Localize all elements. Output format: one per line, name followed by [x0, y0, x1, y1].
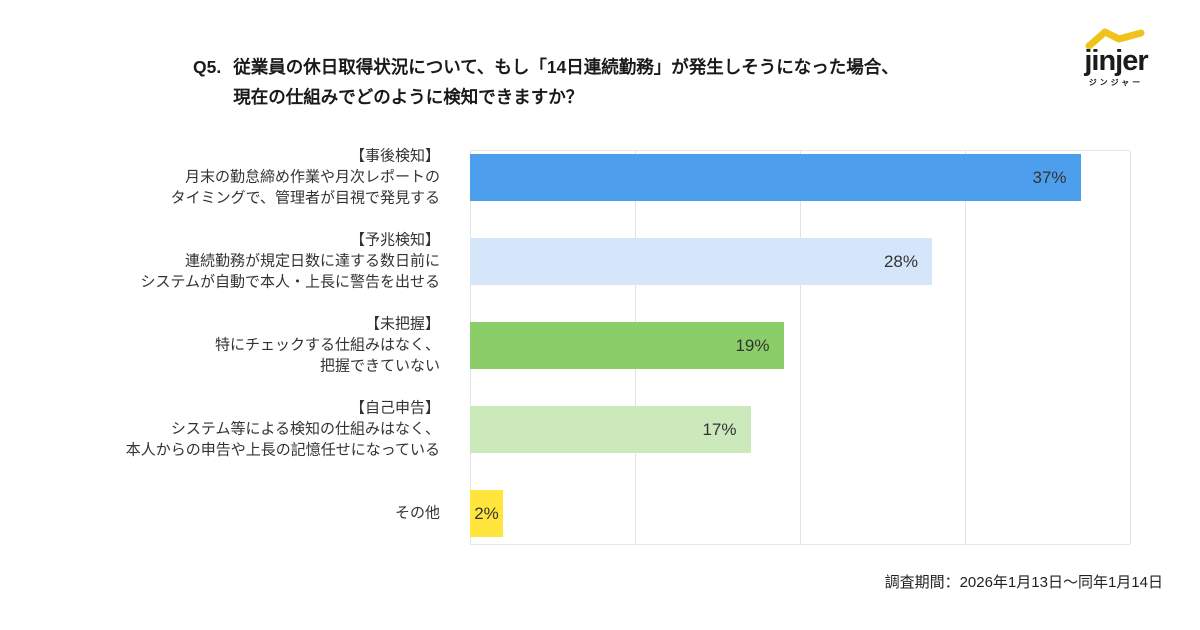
title-line-2: 現在の仕組みでどのように検知できますか？ [233, 87, 584, 107]
bar-value-label: 37% [1032, 167, 1067, 187]
question-number: Q5. [193, 57, 222, 77]
chart-title: Q5. 従業員の休日取得状況について、もし「14日連続勤務」が発生しそうになった… [193, 52, 899, 112]
category-label: 【未把握】特にチェックする仕組みはなく、把握できていない [0, 313, 440, 376]
category-label-line: 連続勤務が規定日数に達する数日前に [184, 252, 440, 269]
category-label-line: システムが自動で本人・上長に警告を出せる [140, 273, 440, 290]
category-label-line: タイミングで、管理者が目視で発見する [170, 189, 440, 206]
jinjer-logo: jinjer ジンジャー [1066, 28, 1166, 88]
bar-value-label: 28% [883, 251, 918, 271]
bar: 37% [470, 154, 1081, 201]
logo-subtext: ジンジャー [1088, 78, 1144, 87]
category-label-line: 【未把握】 [364, 315, 440, 332]
bar-value-label: 17% [702, 419, 737, 439]
bar: 17% [470, 406, 751, 453]
category-label: 【自己申告】システム等による検知の仕組みはなく、本人からの申告や上長の記憶任せに… [0, 397, 440, 460]
bar: 28% [470, 238, 932, 285]
survey-period-note: 調査期間：2026年1月13日～同年1月14日 [884, 574, 1163, 591]
category-label-line: 月末の勤怠締め作業や月次レポートの [184, 168, 440, 185]
logo-wordmark: jinjer [1084, 45, 1148, 77]
category-label-line: 【事後検知】 [349, 147, 440, 164]
category-label-line: 把握できていない [319, 357, 440, 374]
category-label-column: 【事後検知】月末の勤怠締め作業や月次レポートのタイミングで、管理者が目視で発見す… [0, 147, 455, 545]
category-label-line: 本人からの申告や上長の記憶任せになっている [125, 441, 440, 458]
gridline [965, 151, 966, 544]
bar: 19% [470, 322, 784, 369]
gridline [800, 151, 801, 544]
category-label-line: 【自己申告】 [349, 399, 440, 416]
category-label: 【予兆検知】連続勤務が規定日数に達する数日前にシステムが自動で本人・上長に警告を… [0, 229, 440, 292]
gridline [1130, 151, 1131, 544]
category-label-line: その他 [394, 504, 440, 521]
category-label: 【事後検知】月末の勤怠締め作業や月次レポートのタイミングで、管理者が目視で発見す… [0, 145, 440, 208]
category-label-line: 特にチェックする仕組みはなく、 [214, 336, 440, 353]
plot-area: 37% 28% 19% 17% 2% [470, 150, 1131, 545]
title-line-1: 従業員の休日取得状況について、もし「14日連続勤務」が発生しそうになった場合、 [233, 57, 899, 77]
bar-value-label: 19% [735, 335, 770, 355]
bar: 2% [470, 490, 503, 537]
bar-value-label: 2% [474, 503, 499, 523]
jinjer-accent-icon [1085, 28, 1145, 50]
category-label-line: 【予兆検知】 [349, 231, 440, 248]
category-label: その他 [0, 502, 440, 523]
category-label-line: システム等による検知の仕組みはなく、 [170, 420, 440, 437]
